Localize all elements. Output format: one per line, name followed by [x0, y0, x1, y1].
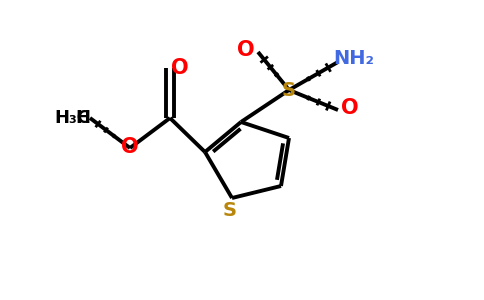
Text: O: O — [341, 98, 359, 118]
Text: S: S — [223, 200, 237, 220]
Text: O: O — [171, 58, 189, 78]
Text: H₃C: H₃C — [54, 109, 90, 127]
Text: O: O — [237, 40, 255, 60]
Text: H: H — [75, 109, 90, 127]
Text: NH₂: NH₂ — [333, 49, 375, 68]
Text: S: S — [282, 80, 296, 100]
Text: O: O — [121, 137, 139, 157]
